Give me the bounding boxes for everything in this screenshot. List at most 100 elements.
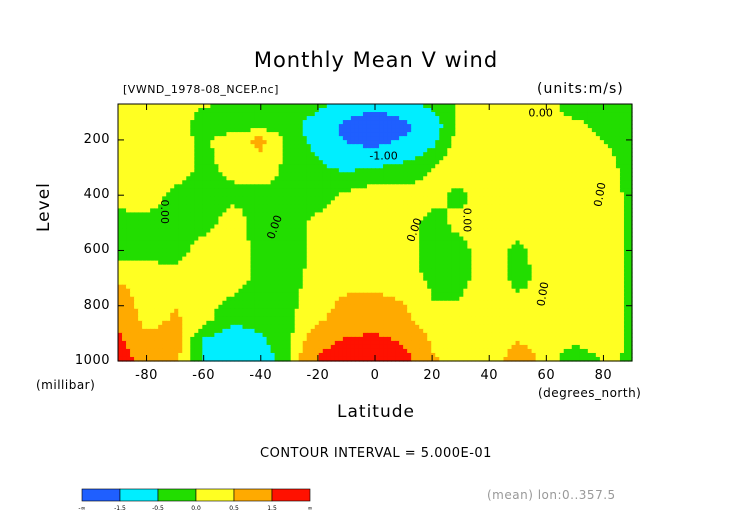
field-cell xyxy=(302,236,308,242)
field-cell xyxy=(611,208,617,214)
field-cell xyxy=(314,160,320,165)
field-cell xyxy=(491,220,497,226)
field-cell xyxy=(282,220,288,226)
field-cell xyxy=(222,112,228,117)
field-cell xyxy=(262,208,268,214)
field-cell xyxy=(194,252,199,258)
field-cell xyxy=(186,164,191,169)
field-cell xyxy=(455,112,460,117)
field-cell xyxy=(134,148,139,153)
field-cell xyxy=(366,196,372,201)
field-cell xyxy=(607,232,613,238)
field-cell xyxy=(206,120,211,125)
field-cell xyxy=(174,148,179,153)
field-cell xyxy=(623,132,629,137)
field-cell xyxy=(579,104,585,109)
field-cell xyxy=(322,196,328,201)
field-cell xyxy=(174,220,179,226)
field-cell xyxy=(262,156,268,161)
field-cell xyxy=(194,188,199,193)
field-cell xyxy=(551,244,557,250)
field-cell xyxy=(138,172,143,177)
field-cell xyxy=(515,244,521,250)
field-cell xyxy=(298,168,304,173)
field-cell xyxy=(615,208,621,214)
field-cell xyxy=(182,236,187,242)
field-cell xyxy=(198,152,203,157)
field-cell xyxy=(138,256,143,262)
field-cell xyxy=(567,160,573,165)
field-cell xyxy=(407,160,412,165)
field-cell xyxy=(375,144,380,149)
field-cell xyxy=(523,120,529,125)
field-cell xyxy=(383,252,388,258)
field-cell xyxy=(507,156,513,161)
field-cell xyxy=(391,104,396,109)
field-cell xyxy=(499,188,505,193)
field-cell xyxy=(435,200,440,205)
field-cell xyxy=(162,152,167,157)
field-cell xyxy=(206,256,211,262)
field-cell xyxy=(182,180,187,185)
field-cell xyxy=(342,168,348,173)
field-cell xyxy=(174,168,179,173)
field-cell xyxy=(342,108,348,113)
field-cell xyxy=(350,196,356,201)
field-cell xyxy=(587,148,593,153)
field-cell xyxy=(395,136,400,141)
field-cell xyxy=(262,196,268,201)
field-cell xyxy=(354,104,360,109)
field-cell xyxy=(194,136,199,141)
field-cell xyxy=(535,256,541,262)
field-cell xyxy=(286,112,292,117)
field-cell xyxy=(362,164,368,169)
field-cell xyxy=(326,216,332,222)
field-cell xyxy=(202,220,207,226)
field-cell xyxy=(579,112,585,117)
field-cell xyxy=(471,132,476,137)
field-cell xyxy=(551,112,557,117)
field-cell xyxy=(379,144,384,149)
field-cell xyxy=(551,200,557,205)
field-cell xyxy=(238,132,244,137)
field-cell xyxy=(411,244,416,250)
field-cell xyxy=(475,180,481,185)
field-cell xyxy=(539,180,545,185)
field-cell xyxy=(190,104,195,109)
field-cell xyxy=(254,176,260,181)
field-cell xyxy=(154,188,159,193)
field-cell xyxy=(555,248,561,254)
field-cell xyxy=(366,200,372,205)
field-cell xyxy=(202,188,207,193)
field-cell xyxy=(258,220,264,226)
field-cell xyxy=(619,168,625,173)
field-cell xyxy=(515,224,521,230)
field-cell xyxy=(519,164,525,169)
field-cell xyxy=(475,168,481,173)
field-cell xyxy=(435,144,440,149)
field-cell xyxy=(431,232,436,238)
field-cell xyxy=(427,112,432,117)
field-cell xyxy=(302,208,308,214)
field-cell xyxy=(158,248,163,254)
field-cell xyxy=(166,192,171,197)
field-cell xyxy=(122,120,127,125)
field-cell xyxy=(503,132,509,137)
field-cell xyxy=(483,136,489,141)
field-cell xyxy=(146,248,151,254)
field-cell xyxy=(607,128,613,133)
field-cell xyxy=(563,240,569,246)
field-cell xyxy=(182,228,187,234)
field-cell xyxy=(302,196,308,201)
field-cell xyxy=(523,112,529,117)
field-cell xyxy=(334,200,340,205)
field-cell xyxy=(362,136,368,141)
field-cell xyxy=(218,204,224,210)
field-cell xyxy=(278,188,284,193)
field-cell xyxy=(298,148,304,153)
field-cell xyxy=(254,116,260,121)
field-cell xyxy=(555,156,561,161)
field-cell xyxy=(170,188,175,193)
field-cell xyxy=(611,224,617,230)
field-cell xyxy=(571,168,577,173)
